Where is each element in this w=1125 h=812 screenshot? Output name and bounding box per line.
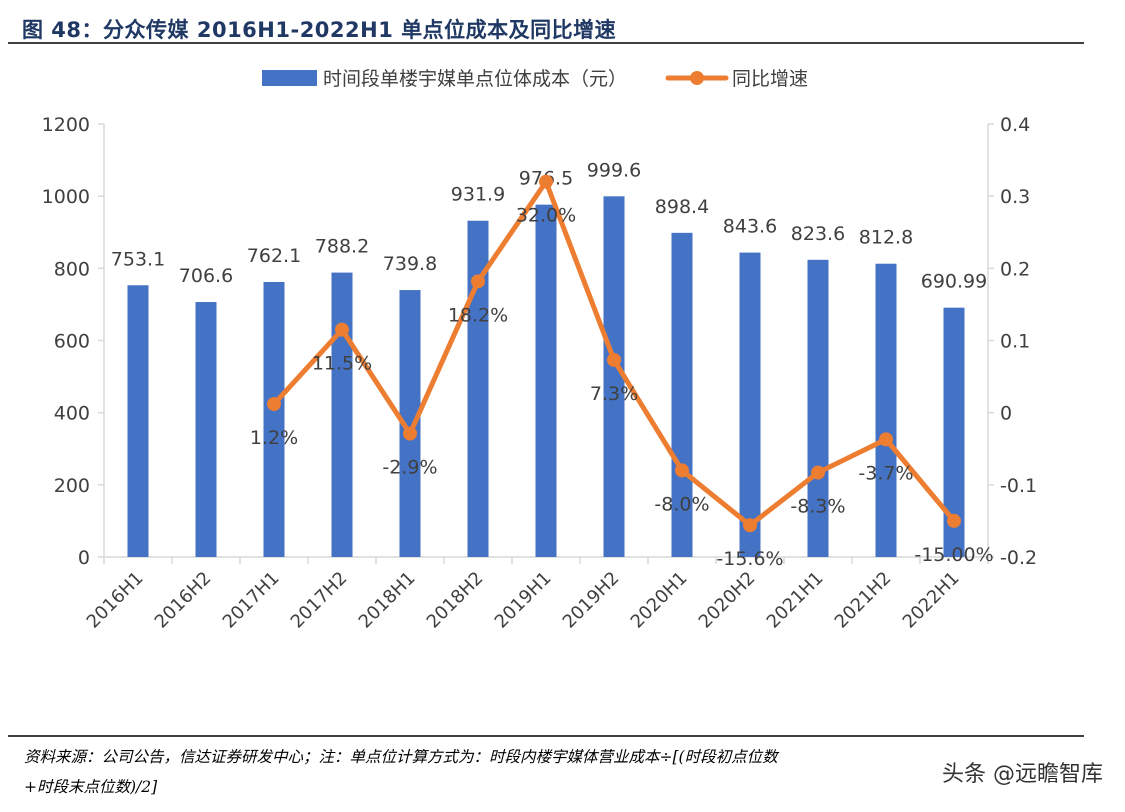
bar bbox=[943, 307, 965, 557]
source-note-line-2: +时段末点位数)/2] bbox=[24, 778, 158, 796]
growth-marker bbox=[947, 513, 961, 528]
line-data-label: -8.3% bbox=[790, 496, 845, 518]
title-rule bbox=[8, 42, 1084, 44]
line-series bbox=[267, 174, 961, 533]
x-axis-label: 2016H1 bbox=[83, 568, 148, 633]
bar-data-label: 753.1 bbox=[111, 248, 165, 270]
line-data-label: 11.5% bbox=[312, 353, 372, 375]
growth-marker bbox=[675, 463, 689, 478]
axes: 0 200 400 600 800 1000 1200 -0.2 -0.1 0 0.1 0.2 0.3 0… bbox=[42, 114, 1037, 569]
left-axis-tick-label: 400 bbox=[54, 403, 90, 425]
bar-data-label: 823.6 bbox=[791, 223, 845, 245]
bar-data-label: 706.6 bbox=[179, 265, 233, 287]
bar-data-label: 812.8 bbox=[859, 227, 913, 249]
growth-marker bbox=[879, 432, 893, 447]
x-axis-label: 2019H2 bbox=[559, 568, 624, 633]
right-axis-tick-label: 0.4 bbox=[1000, 114, 1030, 136]
right-axis-tick-label: 0.3 bbox=[1000, 186, 1030, 208]
bar bbox=[807, 259, 829, 557]
growth-marker bbox=[335, 322, 349, 337]
left-axis-tick-label: 200 bbox=[54, 475, 90, 497]
bar bbox=[739, 252, 761, 557]
line-data-label: -15.6% bbox=[716, 548, 783, 570]
legend-bar-swatch bbox=[262, 70, 317, 86]
line-data-labels: 1.2% 11.5% -2.9% 18.2% 32.0% 7.3% -8.0% -15.6% -… bbox=[250, 205, 994, 571]
growth-marker bbox=[267, 397, 281, 412]
legend: 时间段单楼宇媒单点位体成本（元） 同比增速 bbox=[262, 68, 808, 90]
left-axis-tick-label: 1200 bbox=[42, 114, 90, 136]
growth-marker bbox=[539, 174, 553, 189]
line-data-label: -15.00% bbox=[914, 544, 993, 566]
bar bbox=[127, 285, 149, 557]
figure-title: 图 48：分众传媒 2016H1-2022H1 单点位成本及同比增速 bbox=[22, 18, 617, 42]
right-axis-tick-label: 0.1 bbox=[1000, 331, 1030, 353]
left-axis-tick-label: 1000 bbox=[42, 186, 90, 208]
line-data-label: -2.9% bbox=[382, 457, 437, 479]
bar bbox=[331, 272, 353, 557]
line-data-label: -8.0% bbox=[654, 493, 709, 515]
combo-chart: 时间段单楼宇媒单点位体成本（元） 同比增速 0 200 400 600 800 1000 1… bbox=[42, 68, 1037, 633]
left-axis-tick-label: 800 bbox=[54, 258, 90, 280]
bar-data-label: 762.1 bbox=[247, 245, 301, 267]
bar-data-label: 690.99 bbox=[921, 271, 987, 293]
x-axis-labels: 2016H1 2016H2 2017H1 2017H2 2018H1 2018H2 2019… bbox=[83, 568, 964, 633]
growth-marker bbox=[607, 352, 621, 367]
right-axis-tick-label: -0.2 bbox=[1000, 547, 1037, 569]
left-axis-tick-label: 600 bbox=[54, 331, 90, 353]
line-data-label: 7.3% bbox=[590, 383, 638, 405]
bar bbox=[399, 290, 421, 557]
x-axis-label: 2020H1 bbox=[627, 568, 692, 633]
x-axis-label: 2019H1 bbox=[491, 568, 556, 633]
bar-data-label: 843.6 bbox=[723, 216, 777, 238]
growth-marker bbox=[743, 518, 757, 533]
bar bbox=[535, 204, 557, 558]
bar-data-label: 739.8 bbox=[383, 253, 437, 275]
legend-line-marker bbox=[690, 71, 704, 85]
x-axis-label: 2016H2 bbox=[151, 568, 216, 633]
source-note-line-1: 资料来源：公司公告，信达证券研发中心；注：单点位计算方式为：时段内楼宇媒体营业成… bbox=[24, 748, 778, 766]
x-axis-label: 2020H2 bbox=[695, 568, 760, 633]
bar-data-label: 898.4 bbox=[655, 196, 709, 218]
growth-marker bbox=[471, 274, 485, 289]
x-axis-label: 2021H1 bbox=[763, 568, 828, 633]
bar bbox=[195, 302, 217, 557]
line-data-label: 18.2% bbox=[448, 304, 508, 326]
legend-line-label: 同比增速 bbox=[732, 68, 808, 90]
x-axis-label: 2017H2 bbox=[287, 568, 352, 633]
bar bbox=[263, 282, 285, 557]
right-axis-tick-label: 0 bbox=[1000, 403, 1012, 425]
x-axis-label: 2018H2 bbox=[423, 568, 488, 633]
x-axis-label: 2018H1 bbox=[355, 568, 420, 633]
line-data-label: 32.0% bbox=[516, 205, 576, 227]
bar bbox=[467, 220, 489, 557]
watermark: 头条 @远瞻智库 bbox=[942, 762, 1103, 787]
growth-marker bbox=[811, 465, 825, 480]
x-axis-label: 2022H1 bbox=[899, 568, 964, 633]
line-data-label: -3.7% bbox=[858, 462, 913, 484]
right-axis-tick-label: -0.1 bbox=[1000, 475, 1037, 497]
legend-bar-label: 时间段单楼宇媒单点位体成本（元） bbox=[323, 68, 627, 90]
x-axis-label: 2021H2 bbox=[831, 568, 896, 633]
line-data-label: 1.2% bbox=[250, 427, 298, 449]
bar-series bbox=[127, 196, 965, 558]
bar bbox=[603, 196, 625, 557]
right-axis-tick-label: 0.2 bbox=[1000, 258, 1030, 280]
footer-rule bbox=[8, 735, 1084, 737]
x-axis-label: 2017H1 bbox=[219, 568, 284, 633]
bar-data-label: 788.2 bbox=[315, 236, 369, 258]
bar bbox=[875, 263, 897, 557]
growth-marker bbox=[403, 426, 417, 441]
bar-data-label: 931.9 bbox=[451, 184, 505, 206]
bar-data-labels: 753.1706.6762.1788.2739.8931.9976.5999.6… bbox=[111, 159, 987, 292]
bar-data-label: 999.6 bbox=[587, 159, 641, 181]
left-axis-tick-label: 0 bbox=[78, 547, 90, 569]
source-note: 资料来源：公司公告，信达证券研发中心；注：单点位计算方式为：时段内楼宇媒体营业成… bbox=[24, 742, 1094, 802]
